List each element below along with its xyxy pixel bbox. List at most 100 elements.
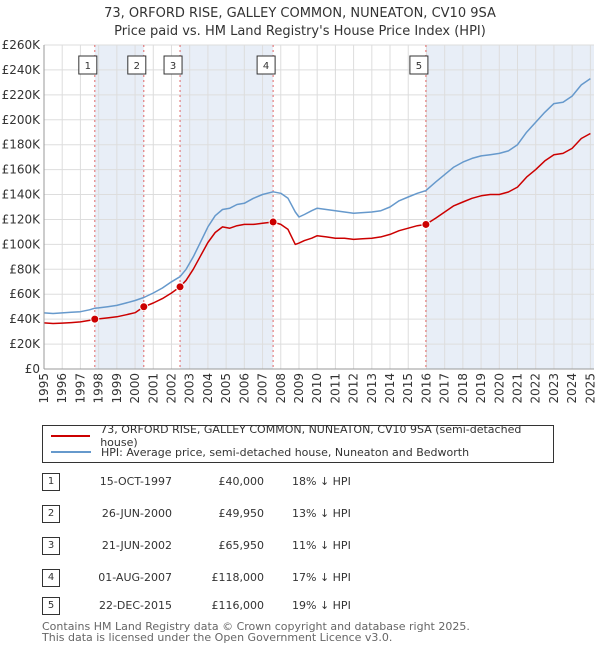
sale-hpi-diff: 19% ↓ HPI — [292, 599, 351, 612]
x-tick-label: 2018 — [456, 373, 470, 404]
x-tick-label: 2022 — [529, 373, 543, 404]
x-tick-label: 2010 — [310, 373, 324, 404]
x-tick-label: 2012 — [347, 373, 361, 404]
sale-point — [268, 217, 278, 227]
sale-label-box — [409, 55, 429, 75]
chart-title: 73, ORFORD RISE, GALLEY COMMON, NUNEATON… — [104, 6, 496, 21]
y-tick-label: £220K — [2, 88, 42, 102]
sale-row: 4 01-AUG-2007 £118,000 17% ↓ HPI — [42, 568, 442, 588]
chart-legend: 73, ORFORD RISE, GALLEY COMMON, NUNEATON… — [42, 423, 554, 463]
sale-price: £116,000 — [211, 599, 265, 612]
x-tick-label: 2016 — [419, 373, 433, 404]
legend-entry-property: 73, ORFORD RISE, GALLEY COMMON, NUNEATON… — [51, 423, 553, 449]
sale-number-badge: 1 — [42, 473, 60, 491]
sale-date: 21-JUN-2002 — [101, 539, 172, 552]
sale-row: 1 15-OCT-1997 £40,000 18% ↓ HPI — [42, 472, 442, 492]
footer: Contains HM Land Registry data © Crown c… — [42, 621, 470, 643]
x-tick-label: 2014 — [383, 373, 397, 404]
y-tick-label: £240K — [2, 63, 42, 77]
x-tick-label: 2024 — [565, 373, 579, 404]
x-tick-label: 1997 — [73, 373, 87, 404]
legend-label-hpi: HPI: Average price, semi-detached house,… — [101, 445, 470, 459]
sale-price: £40,000 — [218, 475, 265, 488]
ownership-shade — [94, 45, 144, 369]
sale-number-badge: 4 — [42, 569, 60, 587]
sale-row: 2 26-JUN-2000 £49,950 13% ↓ HPI — [42, 504, 442, 524]
x-tick-label: 2019 — [474, 373, 488, 404]
x-tick-label: 1999 — [110, 373, 124, 404]
y-tick-label: £0 — [25, 362, 40, 376]
sale-date: 26-JUN-2000 — [101, 507, 172, 520]
sale-point — [175, 282, 185, 292]
x-tick-label: 2025 — [583, 373, 597, 404]
x-tick-label: 2000 — [128, 373, 142, 404]
sale-hpi-diff: 11% ↓ HPI — [292, 539, 351, 552]
x-tick-label: 2007 — [256, 373, 270, 404]
x-tick-label: 1996 — [55, 373, 69, 404]
sale-hpi-diff: 17% ↓ HPI — [292, 571, 351, 584]
sale-label-box — [256, 55, 276, 75]
y-tick-label: £180K — [2, 138, 42, 152]
y-tick-label: £160K — [2, 163, 42, 177]
y-tick-label: £40K — [9, 312, 41, 326]
legend-swatch-property — [51, 435, 91, 437]
y-tick-label: £80K — [9, 262, 41, 276]
sale-label-box — [78, 55, 98, 75]
y-tick-label: £100K — [2, 237, 42, 251]
sale-row: 3 21-JUN-2002 £65,950 11% ↓ HPI — [42, 536, 442, 556]
y-tick-label: £260K — [2, 38, 42, 52]
x-tick-label: 2001 — [146, 373, 160, 404]
x-tick-label: 1995 — [37, 373, 51, 404]
sale-hpi-diff: 18% ↓ HPI — [292, 475, 351, 488]
price-chart: 1 2 3 4 5 £0 £20K £40K £60K £80K £100K £120K £140K £1… — [2, 38, 598, 404]
sale-label-number: 2 — [134, 61, 140, 72]
footer-line-2: This data is licensed under the Open Gov… — [42, 631, 393, 644]
sale-hpi-diff: 13% ↓ HPI — [292, 507, 351, 520]
x-tick-label: 2021 — [511, 373, 525, 404]
x-tick-label: 1998 — [92, 373, 106, 404]
x-tick-label: 2011 — [328, 373, 342, 404]
footer-line-1: Contains HM Land Registry data © Crown c… — [42, 620, 470, 633]
sale-number-badge: 2 — [42, 505, 60, 523]
x-tick-label: 2015 — [401, 373, 415, 404]
sale-point — [421, 219, 431, 229]
property-line — [43, 132, 591, 325]
y-tick-label: £20K — [9, 337, 41, 351]
x-tick-label: 2002 — [164, 373, 178, 404]
sale-number-badge: 3 — [42, 537, 60, 555]
sale-price: £49,950 — [218, 507, 265, 520]
ownership-shade — [425, 45, 594, 369]
sale-row: 5 22-DEC-2015 £116,000 19% ↓ HPI — [42, 596, 442, 616]
sale-date: 22-DEC-2015 — [98, 599, 172, 612]
x-tick-label: 2005 — [219, 373, 233, 404]
sale-label-number: 1 — [85, 61, 91, 72]
x-tick-label: 2023 — [547, 373, 561, 404]
y-tick-label: £200K — [2, 113, 42, 127]
y-tick-label: £140K — [2, 188, 42, 202]
sale-point — [90, 314, 100, 324]
legend-entry-hpi: HPI: Average price, semi-detached house,… — [51, 444, 469, 460]
sale-label-number: 4 — [263, 61, 269, 72]
chart-subtitle: Price paid vs. HM Land Registry's House … — [114, 24, 486, 39]
sale-date: 15-OCT-1997 — [99, 475, 172, 488]
sale-price: £65,950 — [218, 539, 265, 552]
sale-price: £118,000 — [211, 571, 265, 584]
sale-label-box — [163, 55, 183, 75]
hpi-line — [43, 77, 591, 315]
sale-point — [139, 302, 149, 312]
x-tick-label: 2003 — [183, 373, 197, 404]
x-tick-label: 2009 — [292, 373, 306, 404]
x-tick-label: 2013 — [365, 373, 379, 404]
sale-number-badge: 5 — [42, 597, 60, 615]
sale-label-box — [127, 55, 147, 75]
y-tick-label: £60K — [9, 287, 41, 301]
legend-label-property: 73, ORFORD RISE, GALLEY COMMON, NUNEATON… — [100, 423, 522, 449]
sale-label-number: 3 — [170, 61, 176, 72]
x-tick-label: 2006 — [237, 373, 251, 404]
x-tick-label: 2020 — [492, 373, 506, 404]
sale-date: 01-AUG-2007 — [98, 571, 172, 584]
x-tick-label: 2004 — [201, 373, 215, 404]
sale-label-number: 5 — [416, 61, 422, 72]
x-tick-label: 2008 — [274, 373, 288, 404]
legend-swatch-hpi — [51, 451, 91, 453]
